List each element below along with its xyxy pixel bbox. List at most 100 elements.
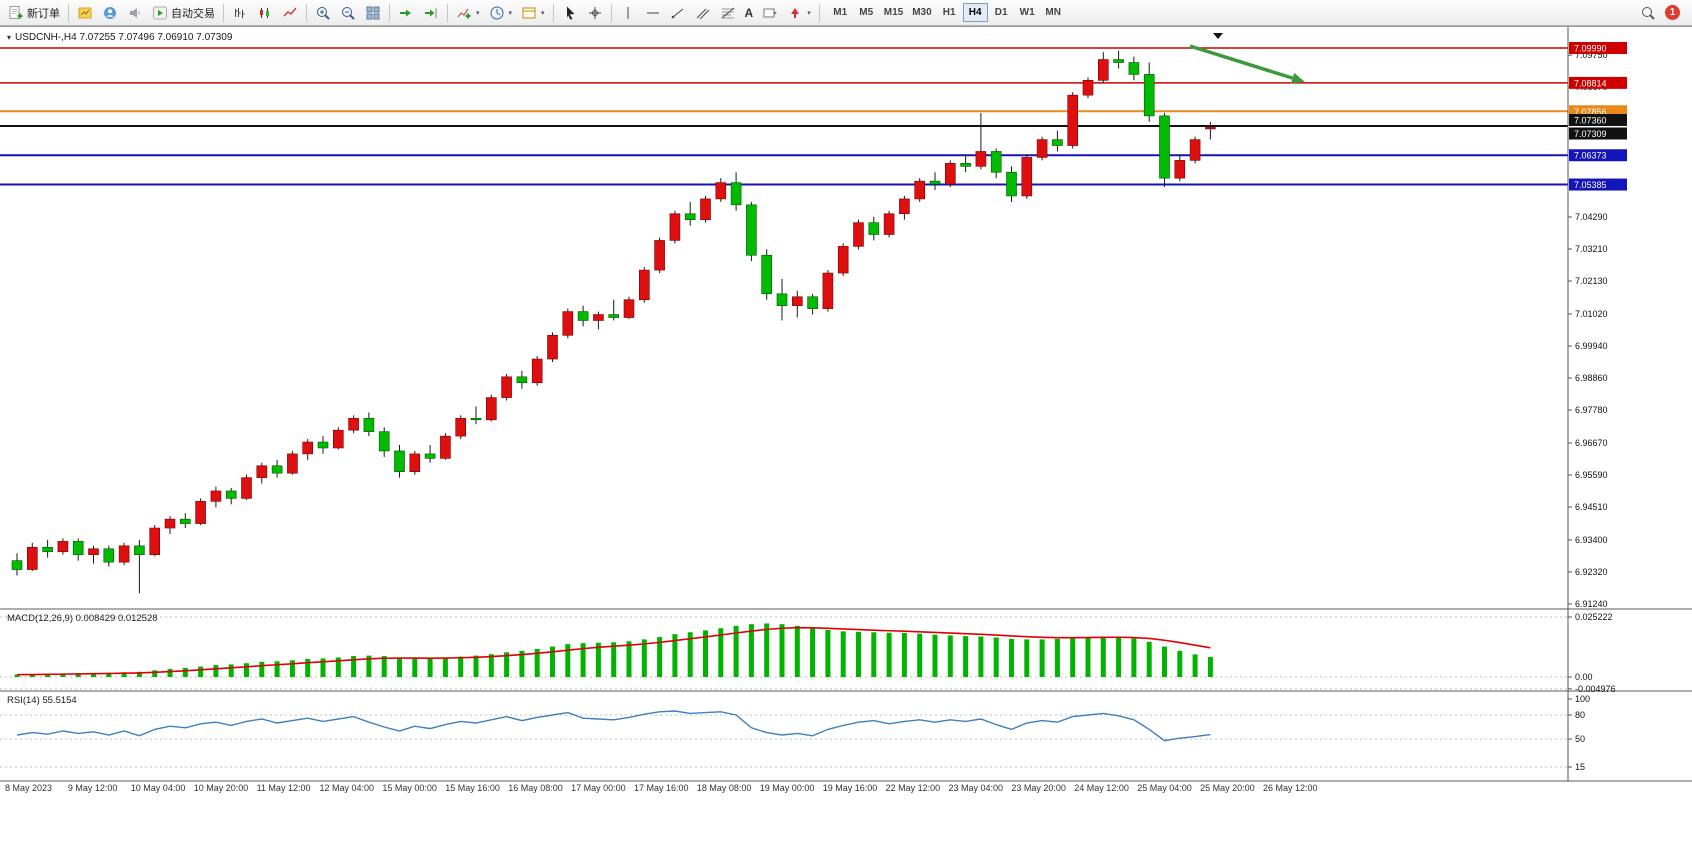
svg-text:6.98860: 6.98860 — [1575, 373, 1608, 383]
svg-text:7.07360: 7.07360 — [1574, 115, 1607, 125]
tf-button-MN[interactable]: MN — [1041, 3, 1066, 22]
vertical-line-icon — [627, 6, 629, 19]
svg-text:0.025222: 0.025222 — [1575, 612, 1613, 622]
charts-button[interactable] — [73, 2, 97, 24]
level-lines[interactable] — [0, 47, 1568, 186]
svg-text:7.07856: 7.07856 — [1574, 107, 1607, 117]
notification-badge[interactable]: 1 — [1665, 5, 1680, 20]
trendline-button[interactable] — [666, 2, 690, 24]
crosshair-button[interactable] — [583, 2, 607, 24]
line-chart-icon — [283, 7, 297, 16]
svg-text:6.97780: 6.97780 — [1575, 405, 1608, 415]
symbol-info: ▾ USDCNH-,H4 7.07255 7.07496 7.06910 7.0… — [7, 32, 232, 43]
svg-text:10 May 04:00: 10 May 04:00 — [131, 783, 186, 793]
svg-text:25 May 04:00: 25 May 04:00 — [1137, 783, 1192, 793]
chart-shift-marker[interactable] — [1213, 33, 1223, 39]
tf-button-H1[interactable]: H1 — [937, 3, 962, 22]
svg-text:6.91240: 6.91240 — [1575, 599, 1608, 609]
svg-text:23 May 04:00: 23 May 04:00 — [949, 783, 1004, 793]
auto-trading-button[interactable]: 自动交易 — [148, 2, 219, 24]
symbol-dropdown-icon[interactable]: ▾ — [7, 33, 12, 42]
chevron-down-icon: ▾ — [541, 9, 545, 17]
toolbar-separator — [552, 3, 554, 22]
auto-scroll-icon — [400, 9, 411, 16]
horizontal-line-button[interactable] — [641, 2, 665, 24]
svg-text:23 May 20:00: 23 May 20:00 — [1011, 783, 1066, 793]
svg-text:22 May 12:00: 22 May 12:00 — [886, 783, 941, 793]
chevron-down-icon: ▾ — [807, 9, 811, 17]
zoom-out-button[interactable] — [336, 2, 360, 24]
chart-shift-button[interactable] — [419, 2, 443, 24]
label-tool-button[interactable] — [758, 2, 782, 24]
svg-text:6.96670: 6.96670 — [1575, 438, 1608, 448]
svg-text:7.09990: 7.09990 — [1574, 44, 1607, 54]
tf-button-M15[interactable]: M15 — [880, 3, 907, 22]
rsi-line — [16, 710, 1211, 742]
templates-button[interactable]: ▾ — [517, 2, 549, 24]
svg-text:7.01020: 7.01020 — [1575, 309, 1608, 319]
text-tool-button[interactable]: A — [741, 2, 758, 24]
indicators-button[interactable]: ▾ — [452, 2, 484, 24]
rsi-panel[interactable]: 100 80 50 15 — [0, 694, 1590, 772]
vertical-line-button[interactable] — [616, 2, 640, 24]
fibonacci-button[interactable] — [716, 2, 740, 24]
search-button[interactable] — [1636, 2, 1660, 24]
svg-text:-0.004976: -0.004976 — [1575, 684, 1616, 694]
trend-arrow[interactable] — [1189, 44, 1294, 80]
label-icon — [763, 8, 778, 17]
price-level-badge — [1569, 149, 1627, 162]
svg-text:16 May 08:00: 16 May 08:00 — [508, 783, 563, 793]
svg-text:8 May 2023: 8 May 2023 — [5, 783, 52, 793]
panel-dividers[interactable] — [0, 608, 1692, 782]
price-level-badge — [1569, 127, 1627, 140]
crosshair-icon — [588, 6, 601, 19]
cursor-button[interactable] — [558, 2, 582, 24]
new-order-label: 新订单 — [27, 7, 60, 20]
tf-button-M1[interactable]: M1 — [828, 3, 853, 22]
svg-text:19 May 16:00: 19 May 16:00 — [823, 783, 878, 793]
auto-scroll-button[interactable] — [394, 2, 418, 24]
zoom-in-icon — [317, 6, 330, 20]
svg-text:11 May 12:00: 11 May 12:00 — [257, 783, 311, 793]
tf-button-W1[interactable]: W1 — [1015, 3, 1040, 22]
svg-text:25 May 20:00: 25 May 20:00 — [1200, 783, 1255, 793]
price-axis[interactable]: 7.097507.086707.042907.032107.021307.010… — [1568, 50, 1608, 609]
indicators-icon — [457, 8, 471, 18]
trend-arrow-head[interactable] — [1290, 72, 1305, 84]
macd-histogram — [14, 623, 1213, 677]
chart-shift-icon — [425, 7, 437, 18]
svg-text:17 May 00:00: 17 May 00:00 — [571, 783, 626, 793]
tf-button-H4[interactable]: H4 — [962, 3, 988, 22]
profile-button[interactable] — [98, 2, 122, 24]
svg-text:7.04290: 7.04290 — [1575, 212, 1608, 222]
auto-trading-icon — [153, 6, 167, 19]
tf-button-M5[interactable]: M5 — [854, 3, 879, 22]
timeframe-toolbar: M1 M5 M15 M30 H1 H4 D1 W1 MN — [828, 3, 1066, 22]
zoom-in-button[interactable] — [311, 2, 335, 24]
rsi-label: RSI(14) 55.5154 — [7, 695, 77, 706]
line-chart-button[interactable] — [278, 2, 302, 24]
channel-button[interactable] — [691, 2, 715, 24]
candlestick-button[interactable] — [253, 2, 277, 24]
svg-text:19 May 00:00: 19 May 00:00 — [760, 783, 815, 793]
toolbar-separator — [610, 3, 612, 22]
toolbar-separator — [223, 3, 224, 22]
svg-text:7.03210: 7.03210 — [1575, 244, 1608, 254]
candles-layer[interactable] — [11, 59, 1216, 570]
tile-windows-icon — [366, 6, 380, 19]
tile-windows-button[interactable] — [361, 2, 385, 24]
tf-button-M30[interactable]: M30 — [908, 3, 935, 22]
tf-button-D1[interactable]: D1 — [989, 3, 1014, 22]
periods-button[interactable]: ▾ — [485, 2, 517, 24]
chart-canvas[interactable]: 7.097507.086707.042907.032107.021307.010… — [0, 27, 1692, 864]
bar-chart-button[interactable] — [228, 2, 252, 24]
alerts-button[interactable] — [123, 2, 147, 24]
svg-text:6.94510: 6.94510 — [1575, 502, 1608, 512]
chart-window[interactable]: 7.097507.086707.042907.032107.021307.010… — [0, 26, 1692, 864]
chevron-down-icon: ▾ — [476, 9, 480, 17]
arrows-tool-button[interactable]: ▾ — [783, 2, 815, 24]
time-axis[interactable]: 8 May 2023 9 May 12:00 10 May 04:00 10 May … — [5, 783, 1318, 793]
new-order-button[interactable]: 新订单 — [4, 2, 64, 24]
svg-text:15 May 16:00: 15 May 16:00 — [445, 783, 500, 793]
